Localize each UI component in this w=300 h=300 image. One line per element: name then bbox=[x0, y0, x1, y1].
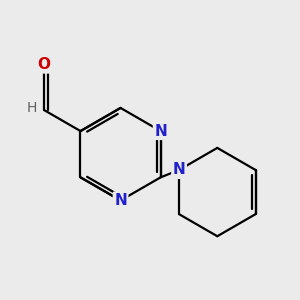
Text: N: N bbox=[114, 193, 127, 208]
Text: O: O bbox=[38, 57, 51, 72]
Text: N: N bbox=[154, 124, 167, 139]
Text: H: H bbox=[27, 101, 38, 115]
Text: N: N bbox=[173, 163, 185, 178]
